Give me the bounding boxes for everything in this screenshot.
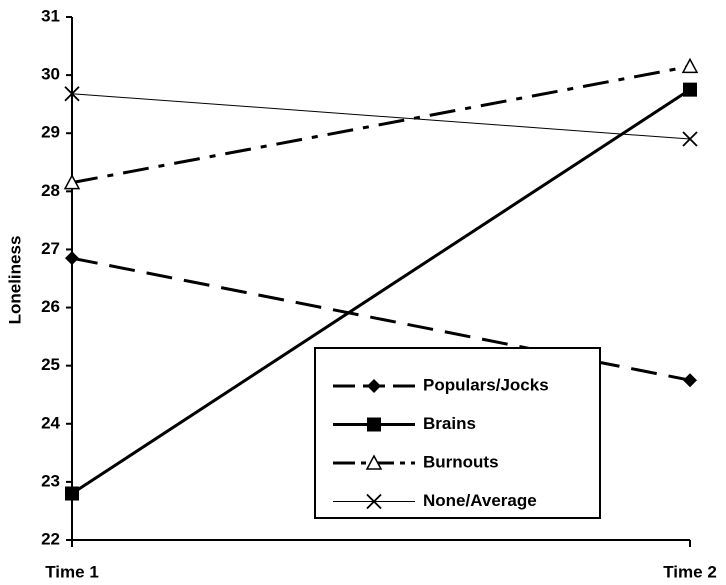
series-line [71,93,691,140]
legend-marker [365,454,383,470]
legend-label: Populars/Jocks [423,375,549,394]
y-tick-label: 31 [41,6,60,25]
y-tick-label: 28 [41,181,60,200]
y-tick-label: 26 [41,297,60,316]
legend-label: Burnouts [423,452,499,471]
data-point [65,251,79,266]
x-tick-label: Time 2 [663,562,717,581]
data-point [64,86,80,102]
data-point [63,174,81,190]
y-tick-label: 25 [41,355,60,374]
x-tick-label: Time 1 [45,562,99,581]
legend-marker [366,493,382,510]
y-tick-label: 27 [41,239,60,258]
legend-marker [367,417,381,432]
y-tick-label: 22 [41,529,60,548]
legend: Populars/Jocks Brains Burnouts None/Average [314,347,601,519]
legend-box [314,347,601,519]
y-tick-label: 29 [41,123,60,142]
series-line [71,256,691,382]
data-point [683,373,697,388]
y-tick-label: 24 [41,413,60,432]
data-point [65,486,79,501]
y-tick-label: 23 [41,471,60,490]
data-point [681,57,699,74]
y-tick-label: 30 [41,65,60,84]
legend-label: None/Average [423,491,537,510]
legend-marker [367,379,381,393]
legend-label: Brains [423,414,476,433]
series-line [71,64,691,185]
data-point [683,82,697,97]
y-axis-label: Loneliness [5,236,24,325]
data-point [682,131,698,147]
series-line [71,88,691,495]
